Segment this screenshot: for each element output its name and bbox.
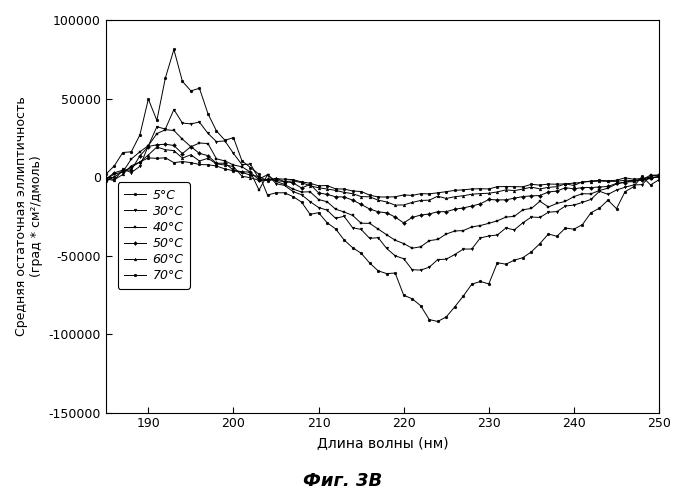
50°C — [348, 197, 357, 203]
40°C — [357, 220, 365, 226]
70°C — [655, 174, 663, 180]
60°C — [246, 174, 255, 180]
5°C — [357, 250, 365, 256]
30°C — [553, 208, 561, 214]
30°C — [144, 142, 152, 148]
40°C — [102, 176, 110, 182]
30°C — [246, 161, 255, 167]
5°C — [144, 96, 152, 102]
40°C — [144, 142, 152, 148]
Line: 70°C: 70°C — [104, 156, 661, 198]
Line: 5°C: 5°C — [104, 48, 661, 323]
50°C — [102, 176, 110, 182]
Text: Фиг. 3В: Фиг. 3В — [303, 472, 383, 490]
5°C — [553, 234, 561, 239]
40°C — [348, 212, 357, 218]
70°C — [102, 178, 110, 184]
Y-axis label: Средняя остаточная эллиптичность
(град * см²/дмоль): Средняя остаточная эллиптичность (град *… — [15, 96, 43, 336]
30°C — [416, 267, 425, 273]
50°C — [281, 178, 289, 184]
70°C — [383, 194, 391, 200]
50°C — [553, 188, 561, 194]
60°C — [553, 184, 561, 190]
5°C — [102, 172, 110, 177]
5°C — [434, 318, 442, 324]
60°C — [281, 178, 289, 184]
70°C — [357, 188, 365, 194]
50°C — [655, 174, 663, 180]
5°C — [281, 190, 289, 196]
Line: 40°C: 40°C — [104, 128, 661, 250]
30°C — [348, 225, 357, 231]
50°C — [144, 144, 152, 150]
60°C — [655, 174, 663, 180]
Line: 30°C: 30°C — [104, 108, 661, 272]
5°C — [348, 244, 357, 250]
70°C — [144, 155, 152, 161]
30°C — [357, 226, 365, 232]
Line: 50°C: 50°C — [104, 143, 661, 224]
40°C — [553, 200, 561, 206]
30°C — [102, 176, 110, 182]
60°C — [102, 174, 110, 180]
50°C — [161, 141, 169, 147]
70°C — [553, 181, 561, 187]
30°C — [169, 106, 178, 112]
60°C — [357, 194, 365, 200]
40°C — [246, 169, 255, 175]
50°C — [399, 220, 407, 226]
60°C — [153, 144, 161, 150]
60°C — [348, 190, 357, 196]
40°C — [161, 126, 169, 132]
40°C — [281, 182, 289, 188]
5°C — [655, 176, 663, 182]
40°C — [408, 245, 416, 251]
50°C — [246, 169, 255, 175]
70°C — [246, 172, 255, 178]
30°C — [655, 172, 663, 178]
60°C — [144, 152, 152, 158]
30°C — [281, 182, 289, 188]
40°C — [655, 172, 663, 178]
Line: 60°C: 60°C — [104, 146, 661, 206]
60°C — [391, 202, 399, 208]
X-axis label: Длина волны (нм): Длина волны (нм) — [317, 436, 448, 450]
50°C — [357, 202, 365, 207]
70°C — [161, 154, 169, 160]
70°C — [281, 176, 289, 182]
5°C — [246, 164, 255, 170]
Legend: 5°C, 30°C, 40°C, 50°C, 60°C, 70°C: 5°C, 30°C, 40°C, 50°C, 60°C, 70°C — [117, 182, 190, 288]
70°C — [348, 188, 357, 194]
5°C — [169, 46, 178, 52]
